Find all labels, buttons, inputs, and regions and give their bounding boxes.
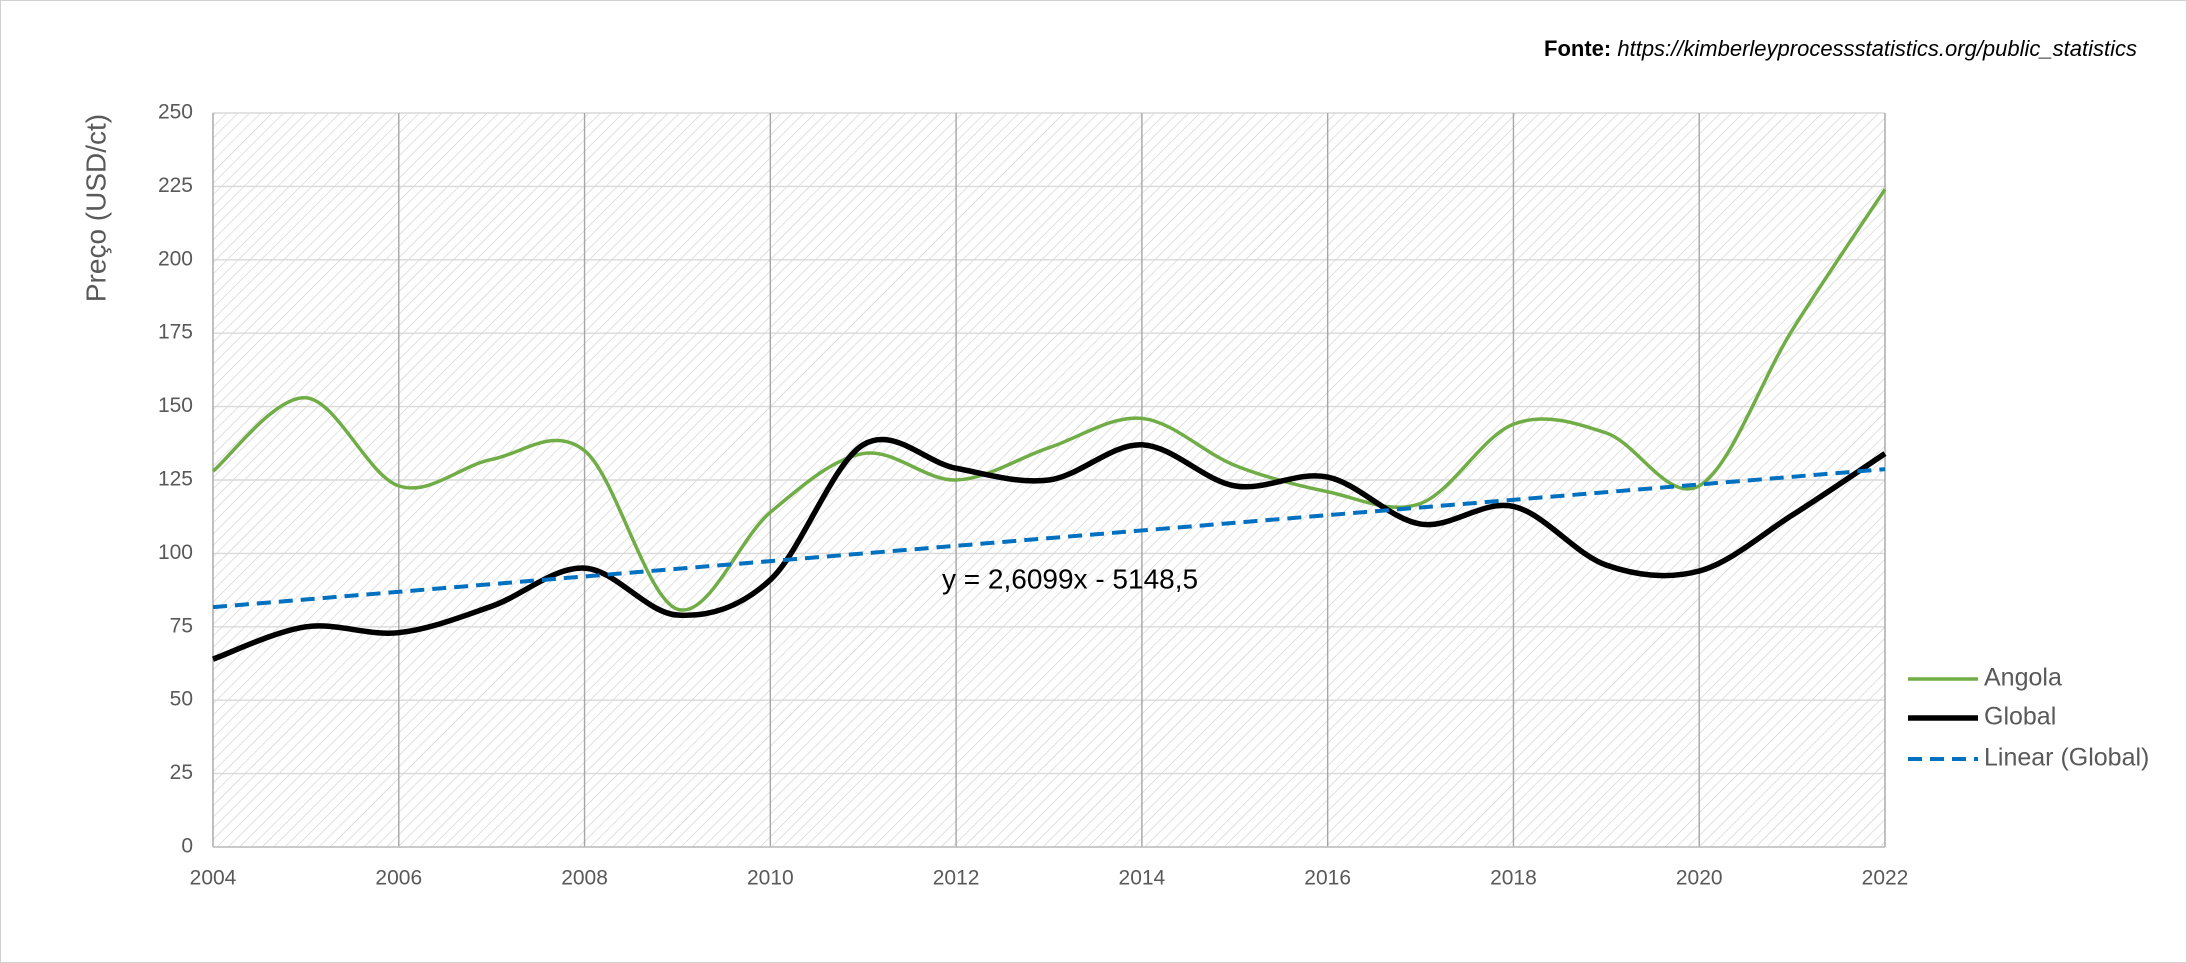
x-tick-label: 2014 — [1119, 867, 1166, 890]
y-tick-label: 100 — [158, 541, 193, 564]
x-tick-label: 2020 — [1676, 867, 1723, 890]
trend-equation: y = 2,6099x - 5148,5 — [942, 563, 1198, 594]
y-tick-label: 25 — [170, 761, 193, 784]
series-line — [212, 436, 1887, 662]
legend-label: Angola — [1984, 664, 2062, 692]
legend-label: Global — [1984, 703, 2056, 731]
x-tick-label: 2010 — [747, 867, 794, 890]
x-tick-label: 2022 — [1862, 867, 1909, 890]
y-tick-label: 50 — [170, 688, 193, 711]
y-tick-label: 150 — [158, 394, 193, 417]
x-tick-label: 2016 — [1304, 867, 1351, 890]
y-tick-label: 75 — [170, 614, 193, 637]
x-tick-label: 2008 — [561, 867, 608, 890]
y-tick-label: 200 — [158, 247, 193, 270]
y-tick-label: 175 — [158, 321, 193, 344]
trend-line — [212, 467, 1886, 610]
legend-label: Linear (Global) — [1984, 744, 2149, 772]
y-tick-label: 125 — [158, 468, 193, 491]
x-tick-label: 2006 — [375, 867, 422, 890]
y-tick-label: 0 — [181, 835, 193, 858]
x-tick-label: 2018 — [1490, 867, 1537, 890]
source-note: Fonte: https://kimberleyprocessstatistic… — [1544, 36, 2137, 61]
x-tick-label: 2004 — [190, 867, 237, 890]
series-line — [211, 188, 1887, 612]
y-tick-label: 250 — [158, 101, 193, 124]
y-axis-label: Preço (USD/ct) — [80, 114, 111, 302]
source-url: https://kimberleyprocessstatistics.org/p… — [1617, 36, 2137, 61]
x-tick-label: 2012 — [933, 867, 980, 890]
source-label: Fonte: — [1544, 36, 1611, 61]
y-tick-label: 225 — [158, 174, 193, 197]
